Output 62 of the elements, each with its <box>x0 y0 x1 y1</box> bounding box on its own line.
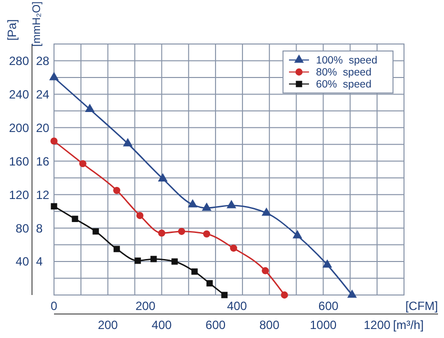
x2-tick-label: 0 <box>50 299 58 314</box>
point <box>188 199 198 208</box>
y-tick-label: 280 <box>8 54 30 68</box>
point <box>50 137 58 145</box>
point <box>262 207 272 216</box>
x-tick-label: 1000 <box>310 318 337 332</box>
point <box>92 228 99 235</box>
point <box>72 216 78 222</box>
point <box>50 203 58 210</box>
y2-axis-title: [mmH₂O] <box>31 1 43 47</box>
x-tick-label: 1200 <box>364 318 391 332</box>
y2-tick-label: 4 <box>36 254 43 269</box>
x-axis-title: [m³/h] <box>393 318 424 332</box>
point <box>230 244 238 252</box>
x2-tick-label: 200 <box>135 299 156 314</box>
point <box>136 212 144 220</box>
x-tick-label: 600 <box>206 318 226 332</box>
point <box>322 259 332 268</box>
point <box>150 256 157 262</box>
point <box>171 258 178 265</box>
y2-tick-label: 8 <box>36 221 43 236</box>
point <box>206 280 213 286</box>
y-tick-label: 40 <box>16 254 30 269</box>
legend-label: 80% speed <box>316 66 372 79</box>
point <box>113 186 120 194</box>
x-tick-label: 800 <box>259 318 280 332</box>
y-tick-label: 240 <box>8 87 30 102</box>
legend-label: 100% speed <box>316 54 378 67</box>
point <box>226 200 236 208</box>
y-tick-label: 80 <box>16 221 30 236</box>
y-axis-title: [Pa] <box>5 19 19 41</box>
legend-label: 60% speed <box>316 78 372 91</box>
x2-tick-label: 600 <box>318 299 339 314</box>
point <box>85 104 95 112</box>
y-tick-label: 160 <box>8 154 30 168</box>
point <box>221 292 228 298</box>
point <box>114 246 120 252</box>
point <box>280 291 288 299</box>
y2-tick-label: 24 <box>36 87 50 102</box>
point <box>203 230 210 238</box>
y-tick-label: 120 <box>8 188 30 202</box>
y2-tick-label: 20 <box>36 120 50 135</box>
x2-axis-title: [CFM] <box>405 299 438 314</box>
point <box>158 230 166 237</box>
point <box>134 258 141 264</box>
y2-tick-label: 12 <box>36 188 50 202</box>
y2-tick-label: 16 <box>36 154 50 168</box>
y2-tick-label: 28 <box>36 54 50 68</box>
point <box>158 173 168 182</box>
y-tick-label: 200 <box>8 120 30 135</box>
point <box>122 138 133 146</box>
x-tick-label: 400 <box>152 318 172 332</box>
point <box>49 72 59 80</box>
point <box>292 230 302 238</box>
x-tick-label: 200 <box>98 318 118 332</box>
point <box>202 202 212 211</box>
point <box>262 267 269 274</box>
point <box>347 289 357 298</box>
point <box>191 268 198 275</box>
point <box>178 228 186 235</box>
x2-tick-label: 400 <box>226 299 248 314</box>
point <box>79 160 86 168</box>
